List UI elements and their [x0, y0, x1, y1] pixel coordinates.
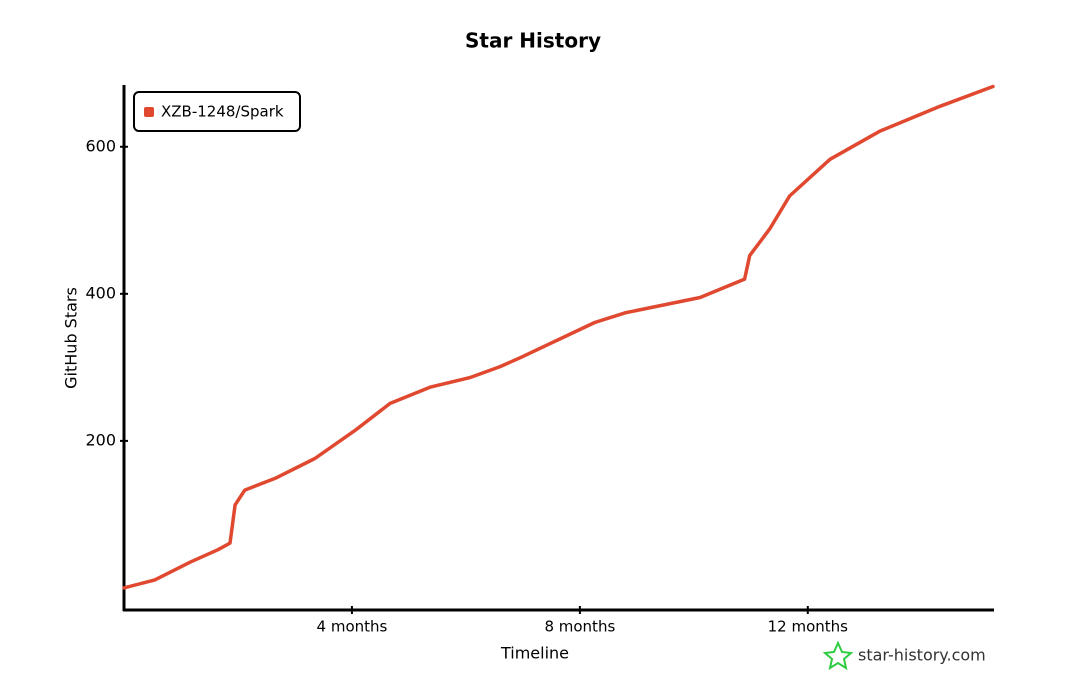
data-line	[122, 84, 995, 590]
watermark-icon	[822, 640, 854, 671]
x-tick-label: 8 months	[544, 618, 615, 636]
x-tick-label: 4 months	[317, 618, 388, 636]
watermark: star-history.com	[822, 640, 986, 671]
y-axis-label: GitHub Stars	[62, 287, 81, 389]
y-tick-label: 600	[85, 136, 116, 155]
y-tick-label: 200	[85, 430, 116, 449]
legend-box	[133, 91, 301, 132]
y-tick-label: 400	[85, 283, 116, 302]
chart-title: Star History	[465, 29, 601, 53]
legend-swatch	[144, 107, 154, 117]
legend-label: XZB-1248/Spark	[161, 103, 284, 121]
x-tick-label: 12 months	[768, 618, 849, 636]
legend: XZB-1248/Spark	[133, 91, 301, 132]
watermark-text: star-history.com	[858, 646, 986, 665]
x-axis-label: Timeline	[500, 644, 569, 663]
